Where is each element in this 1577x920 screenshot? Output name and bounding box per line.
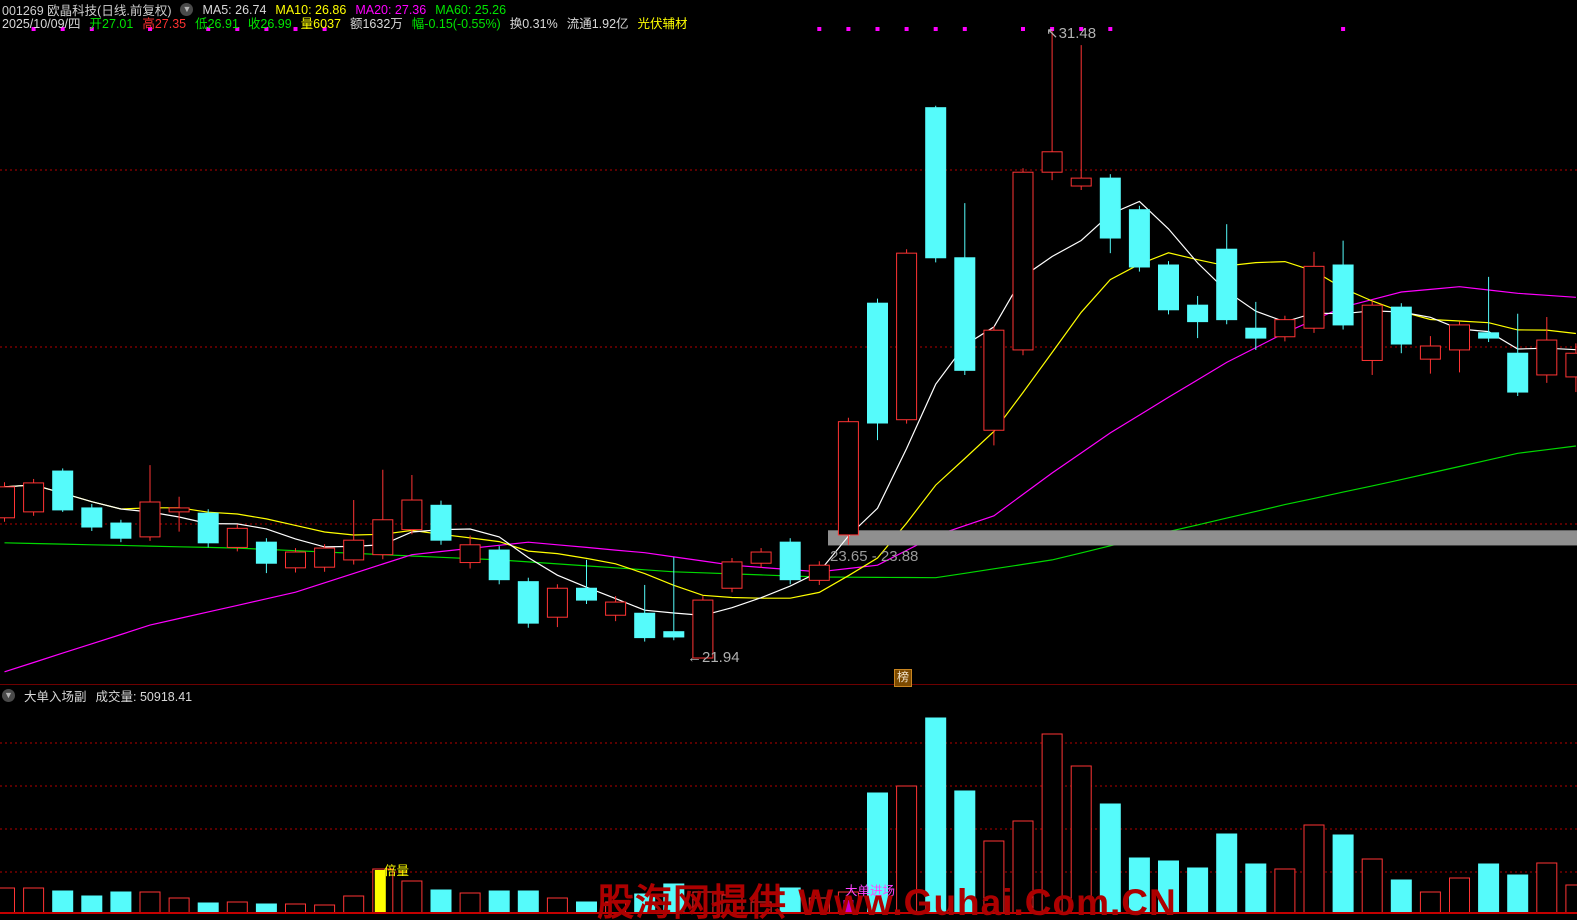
- ma10-legend: MA10: 26.86: [275, 2, 347, 17]
- volume-value: 量6037: [300, 17, 341, 31]
- sub-panel-header: ▼ 大单入场副 成交量: 50918.41: [2, 686, 192, 705]
- sub-panel-title[interactable]: 大单入场副: [24, 690, 87, 704]
- high-value: 高27.35: [142, 17, 187, 31]
- double-volume-marker-label: 倍量: [384, 864, 410, 878]
- stock-title: 001269 欧晶科技(日线.前复权): [2, 4, 172, 18]
- ma20-legend: MA20: 27.36: [355, 2, 427, 17]
- turnover-value: 换0.31%: [509, 17, 558, 31]
- ma5-legend: MA5: 26.74: [202, 2, 267, 17]
- amount-value: 额1632万: [349, 17, 403, 31]
- close-value: 收26.99: [247, 17, 292, 31]
- header-line-1: 001269 欧晶科技(日线.前复权) ▼ MA5: 26.74 MA10: 2…: [2, 0, 506, 19]
- open-value: 开27.01: [89, 17, 134, 31]
- sub-panel-volume-value: 成交量: 50918.41: [95, 690, 193, 704]
- change-value: 幅-0.15(-0.55%): [411, 17, 501, 31]
- gap-zone-annotation: 23.65 - 23.88: [830, 548, 919, 565]
- sector-label[interactable]: 光伏辅材: [637, 17, 688, 31]
- low-price-annotation: ←21.94: [687, 649, 740, 666]
- site-watermark: 股海网提供 Www.Guhai.Com.CN: [597, 882, 1177, 920]
- big-order-entry-label: 大单进场: [845, 884, 896, 898]
- ma60-legend: MA60: 25.26: [435, 2, 507, 17]
- low-value: 低26.91: [195, 17, 239, 31]
- float-cap-value: 流通1.92亿: [566, 17, 629, 31]
- chevron-down-icon[interactable]: ▼: [2, 689, 15, 702]
- dragon-tiger-list-badge[interactable]: 榜: [894, 669, 912, 687]
- high-price-annotation: ↖31.48: [1046, 25, 1097, 42]
- panel-separator-line: [0, 684, 1577, 685]
- date-label: 2025/10/09/四: [2, 17, 81, 31]
- chevron-down-icon[interactable]: ▼: [180, 3, 194, 16]
- chart-bottom-border: [0, 912, 1577, 914]
- header-line-2: 2025/10/09/四 开27.01 高27.35 低26.91 收26.99…: [2, 13, 688, 32]
